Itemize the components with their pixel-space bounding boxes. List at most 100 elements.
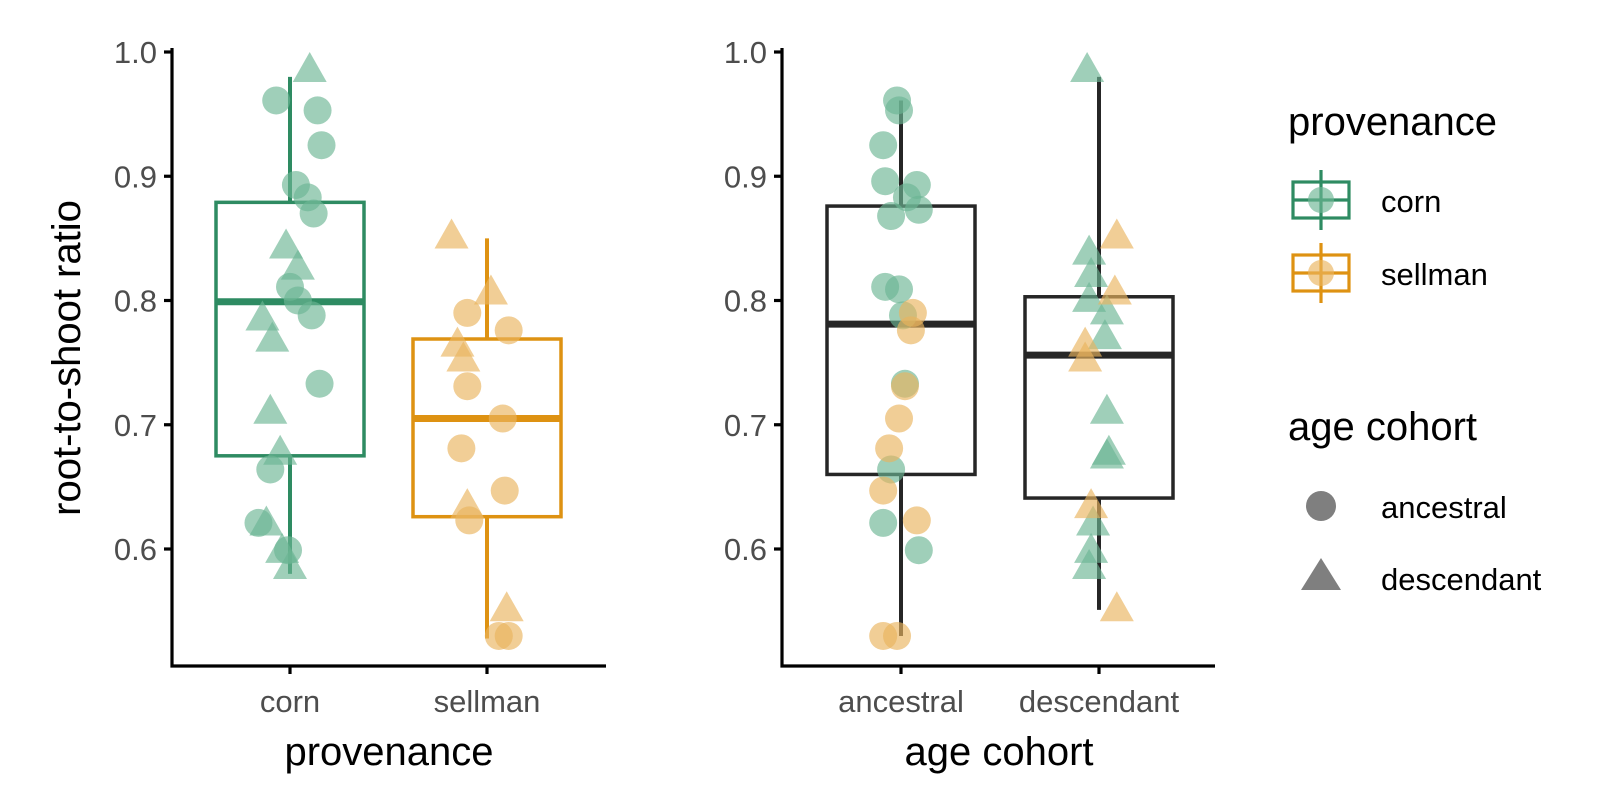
point-sellman-ancestral — [883, 621, 912, 650]
point-sellman-descendant — [1068, 341, 1103, 372]
point-corn-descendant — [273, 549, 307, 580]
axis-lines-left — [170, 48, 606, 668]
y-tick-label: 0.6 — [114, 532, 157, 567]
point-sellman-ancestral — [484, 621, 513, 650]
box-ancestral — [825, 100, 977, 636]
point-corn-descendant — [1072, 234, 1107, 265]
legend-key-sellman — [1291, 243, 1351, 303]
point-corn-ancestral — [871, 167, 900, 196]
point-corn-ancestral — [877, 455, 906, 484]
legend-key-ancestral — [1306, 491, 1336, 521]
legend-label-descendant: descendant — [1381, 562, 1542, 597]
legend-title-age-cohort: age cohort — [1288, 405, 1477, 449]
point-corn-ancestral — [904, 536, 933, 565]
point-corn-descendant — [245, 300, 280, 331]
point-sellman-ancestral — [902, 506, 931, 535]
y-axis-ticks-left: 0.6 0.7 0.8 0.9 1.0 — [114, 35, 172, 567]
point-corn-ancestral — [885, 275, 914, 304]
y-tick-label: 1.0 — [114, 35, 157, 70]
boxes-age-cohort — [825, 76, 1175, 636]
point-corn-descendant — [253, 393, 288, 424]
point-corn-ancestral — [305, 369, 334, 398]
point-corn-ancestral — [299, 199, 328, 228]
point-sellman-descendant — [1099, 218, 1134, 249]
legend: provenance corn sellman age cohort ances… — [1288, 100, 1542, 597]
point-sellman-ancestral — [447, 434, 476, 463]
point-sellman-descendant — [450, 488, 485, 519]
x-tick-label: corn — [260, 684, 320, 719]
point-corn-ancestral — [297, 301, 326, 330]
point-sellman-descendant — [1074, 488, 1109, 519]
point-corn-descendant — [249, 505, 284, 536]
y-tick-label: 0.9 — [724, 159, 767, 194]
point-corn-descendant — [1072, 281, 1107, 312]
point-sellman-descendant — [446, 341, 481, 372]
point-sellman-descendant — [1099, 591, 1134, 622]
point-sellman-ancestral — [885, 404, 914, 433]
point-corn-descendant — [1089, 393, 1124, 424]
y-tick-label: 0.7 — [114, 408, 157, 443]
point-sellman-ancestral — [869, 476, 898, 505]
boxes-provenance — [214, 76, 563, 639]
box-body — [411, 337, 563, 519]
y-tick-label: 0.8 — [724, 284, 767, 319]
box-body — [1023, 295, 1175, 500]
point-corn-ancestral — [307, 131, 336, 160]
point-corn-descendant — [1074, 257, 1109, 288]
point-corn-descendant — [1076, 505, 1111, 536]
point-corn-descendant — [280, 249, 315, 280]
point-corn-descendant — [1072, 549, 1107, 580]
y-tick-label: 0.8 — [114, 284, 157, 319]
legend-label-ancestral: ancestral — [1381, 490, 1507, 525]
point-sellman-ancestral — [453, 298, 482, 327]
point-sellman-descendant — [473, 274, 508, 305]
point-corn-descendant — [263, 434, 298, 465]
point-sellman-ancestral — [488, 404, 517, 433]
point-corn-descendant — [255, 321, 290, 352]
point-sellman-ancestral — [890, 372, 919, 401]
x-tick-label: ancestral — [838, 684, 964, 719]
y-axis-ticks-right: 0.6 0.7 0.8 0.9 1.0 — [724, 35, 782, 567]
point-corn-ancestral — [869, 131, 898, 160]
x-axis-title-right: age cohort — [904, 730, 1093, 774]
axis-lines-right — [780, 48, 1215, 668]
legend-label-sellman: sellman — [1381, 257, 1488, 292]
legend-title-provenance: provenance — [1288, 100, 1497, 144]
point-sellman-descendant — [434, 218, 469, 249]
y-tick-label: 1.0 — [724, 35, 767, 70]
legend-key-descendant — [1301, 558, 1341, 590]
x-axis-title-left: provenance — [284, 730, 493, 774]
x-axis-ticks-left: corn sellman — [260, 666, 540, 719]
panel-age-cohort: 0.6 0.7 0.8 0.9 1.0 ancestral descendant age … — [724, 35, 1215, 774]
point-sellman-ancestral — [453, 372, 482, 401]
point-corn-descendant — [1089, 438, 1124, 469]
point-corn-descendant — [1070, 52, 1105, 83]
x-axis-ticks-right: ancestral descendant — [838, 666, 1180, 719]
point-corn-ancestral — [869, 508, 898, 537]
point-corn-descendant — [1074, 532, 1109, 563]
point-corn-ancestral — [262, 86, 291, 115]
point-corn-descendant — [292, 52, 327, 83]
point-corn-ancestral — [885, 96, 914, 125]
y-tick-label: 0.6 — [724, 532, 767, 567]
box-corn — [214, 76, 366, 574]
box-body — [825, 204, 977, 477]
x-tick-label: descendant — [1019, 684, 1180, 719]
points-age-cohort — [869, 52, 1134, 650]
y-tick-label: 0.9 — [114, 159, 157, 194]
point-sellman-ancestral — [875, 434, 904, 463]
point-corn-ancestral — [303, 96, 332, 125]
legend-key-corn — [1291, 170, 1351, 230]
point-corn-ancestral — [904, 195, 933, 224]
y-axis-title: root-to-shoot ratio — [45, 200, 89, 516]
points-provenance — [244, 52, 524, 650]
point-sellman-ancestral — [494, 316, 523, 345]
legend-label-corn: corn — [1381, 184, 1441, 219]
point-sellman-ancestral — [896, 316, 925, 345]
point-sellman-descendant — [1097, 274, 1132, 305]
point-corn-descendant — [269, 228, 304, 259]
y-tick-label: 0.7 — [724, 408, 767, 443]
point-corn-descendant — [1089, 294, 1124, 325]
panel-provenance: root-to-shoot ratio 0.6 0.7 0.8 0.9 1.0 corn… — [45, 35, 606, 774]
